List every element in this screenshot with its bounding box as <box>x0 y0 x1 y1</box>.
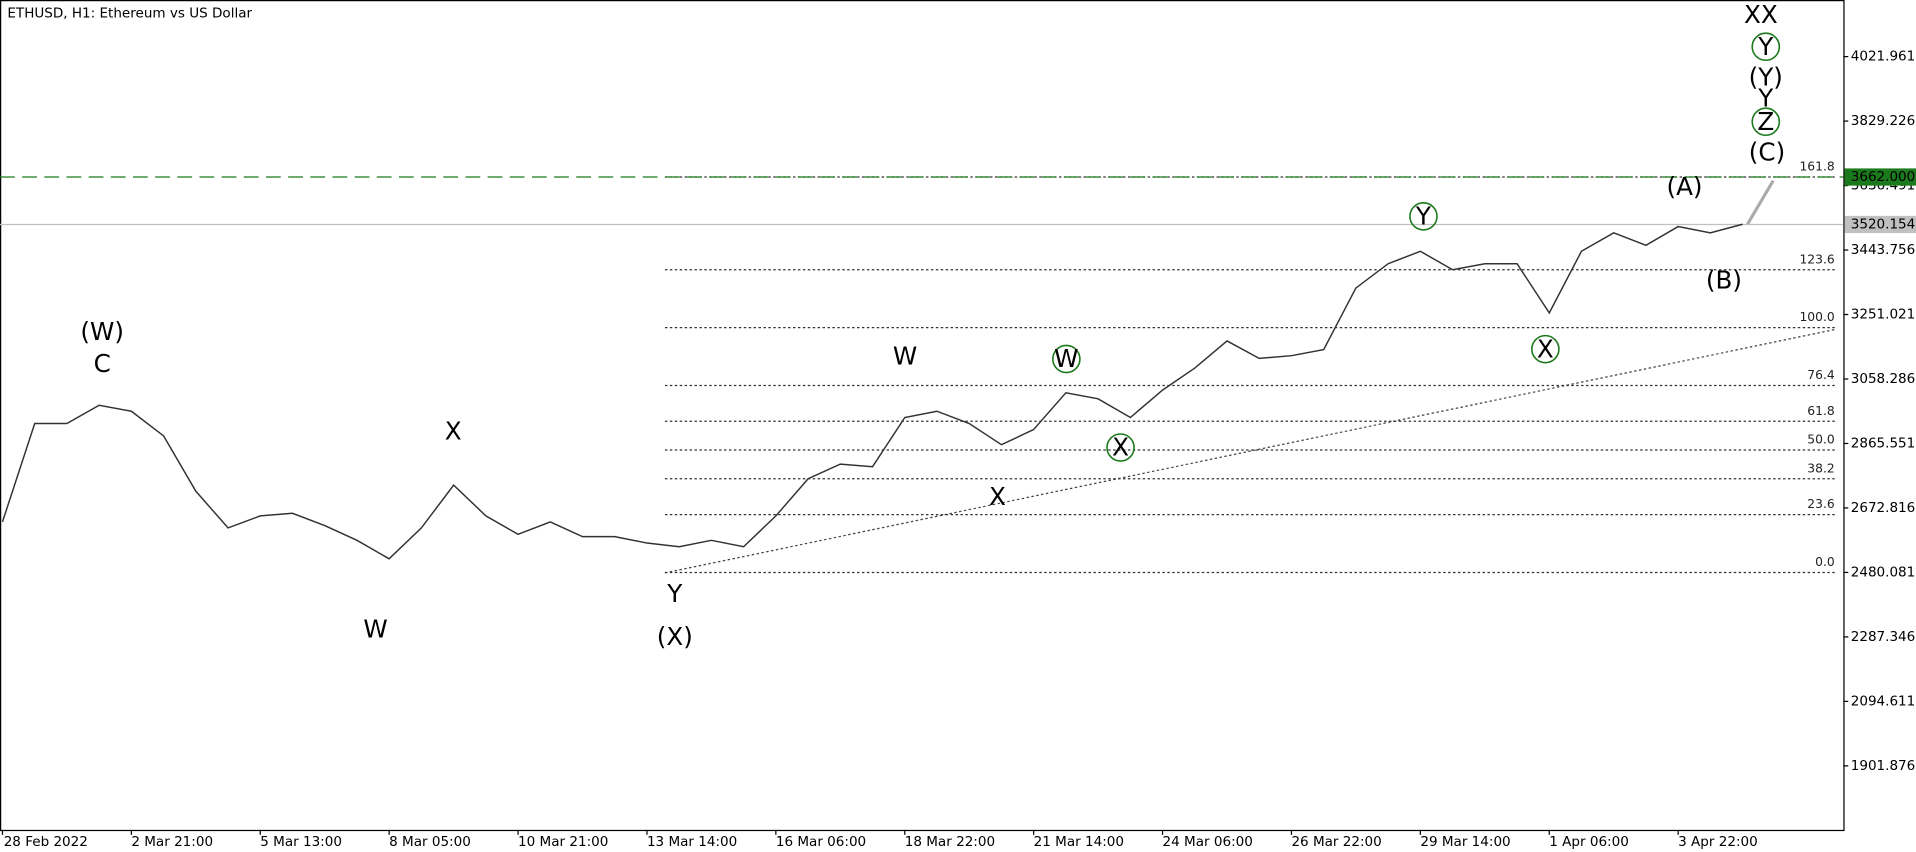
fib-label: 123.6 <box>1799 252 1834 266</box>
wave-label: Y <box>1415 202 1432 231</box>
fib-label: 76.4 <box>1807 368 1835 382</box>
wave-label: XX <box>1744 0 1778 29</box>
wave-circle <box>1106 433 1135 462</box>
y-tick-label: 3251.021 <box>1851 307 1916 323</box>
wave-label: (B) <box>1706 266 1742 295</box>
y-tick-label: 2094.611 <box>1851 693 1916 709</box>
wave-label: (X) <box>657 622 693 651</box>
fib-label: 23.6 <box>1807 497 1835 511</box>
x-tick-label: 3 Apr 22:00 <box>1678 834 1758 850</box>
current-price-box <box>1844 215 1916 234</box>
x-tick-label: 1 Apr 06:00 <box>1549 834 1629 850</box>
x-tick-label: 16 Mar 06:00 <box>776 834 866 850</box>
wave-label: C <box>94 349 111 378</box>
y-tick-label: 4021.961 <box>1851 49 1916 65</box>
fib-label: 38.2 <box>1807 461 1834 475</box>
wave-label: Y <box>666 579 683 608</box>
x-tick-label: 2 Mar 21:00 <box>131 834 213 850</box>
x-tick-label: 24 Mar 06:00 <box>1163 834 1253 850</box>
wave-label: (Y) <box>1749 63 1783 92</box>
wave-label: X <box>445 417 462 446</box>
x-tick-label: 13 Mar 14:00 <box>647 834 737 850</box>
wave-label: X <box>1537 334 1554 363</box>
fib-label: 100.0 <box>1799 310 1834 324</box>
target-price-box <box>1844 168 1916 186</box>
wave-label: Z <box>1757 107 1774 136</box>
x-tick-label: 5 Mar 13:00 <box>260 834 342 850</box>
wave-label: (C) <box>1749 138 1785 167</box>
chart-title: ETHUSD, H1: Ethereum vs US Dollar <box>7 6 252 22</box>
y-tick-label: 2865.551 <box>1851 435 1916 451</box>
fib-label: 50.0 <box>1807 433 1834 447</box>
x-tick-label: 26 Mar 22:00 <box>1291 834 1381 850</box>
x-tick-label: 21 Mar 14:00 <box>1034 834 1124 850</box>
wave-label: (A) <box>1666 172 1702 201</box>
wave-label: (W) <box>80 317 124 346</box>
wave-circle <box>1052 344 1081 374</box>
x-tick-label: 18 Mar 22:00 <box>905 834 995 850</box>
wave-label: Y <box>1757 84 1774 113</box>
y-tick-label: 1901.876 <box>1851 758 1916 774</box>
price-line <box>1 223 1743 560</box>
wave-label: W <box>893 342 917 371</box>
wave-label: W <box>1054 344 1078 373</box>
target-price-label: 3662.000 <box>1851 169 1916 185</box>
y-tick-label: 2287.346 <box>1851 629 1916 645</box>
y-tick-label: 3829.226 <box>1851 113 1916 129</box>
wave-label: X <box>1112 433 1129 462</box>
y-tick-label: 2480.081 <box>1851 564 1916 580</box>
plot-frame <box>0 0 1845 832</box>
wave-circle <box>1409 202 1438 231</box>
y-tick-label: 3058.286 <box>1851 371 1916 387</box>
x-tick-label: 29 Mar 14:00 <box>1420 834 1510 850</box>
wave-label: X <box>989 482 1006 511</box>
fib-label: 161.8 <box>1799 160 1834 174</box>
wave-circle <box>1531 334 1560 364</box>
y-tick-label: 2672.816 <box>1851 500 1916 516</box>
x-tick-label: 10 Mar 21:00 <box>518 834 608 850</box>
fib-label: 61.8 <box>1807 404 1834 418</box>
wave-label: Y <box>1757 32 1774 61</box>
y-tick-label: 3443.756 <box>1851 242 1916 258</box>
projection <box>1746 179 1775 225</box>
x-tick-label: 8 Mar 05:00 <box>389 834 471 850</box>
wave-circle <box>1751 107 1781 137</box>
trendline <box>664 328 1835 574</box>
wave-circle <box>1751 32 1781 62</box>
wave-label: W <box>363 615 387 644</box>
current-price-label: 3520.154 <box>1851 216 1916 232</box>
fib-label: 0.0 <box>1815 555 1835 569</box>
x-tick-label: 28 Feb 2022 <box>4 834 88 850</box>
